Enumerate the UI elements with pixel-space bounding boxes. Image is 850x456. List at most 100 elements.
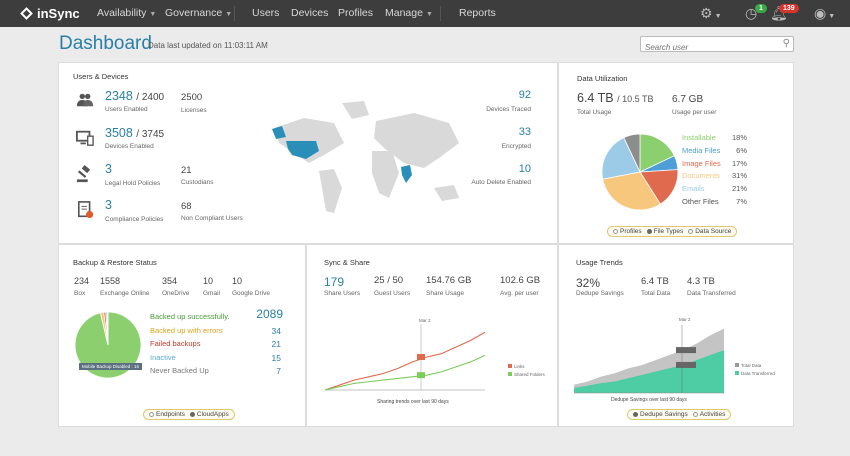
tab-endpoints-label: Endpoints: [156, 411, 185, 418]
legend-shared-folders: Shared Folders: [508, 372, 545, 377]
legend-shared-folders-label: Shared Folders: [514, 372, 545, 377]
devices-enabled-value: 3508 / 3745: [105, 126, 164, 140]
area-marker-data-transferred: [676, 361, 696, 368]
search-input[interactable]: [641, 40, 771, 55]
radio-on-icon: [633, 412, 638, 417]
brand-logo[interactable]: inSync: [20, 6, 80, 21]
nav-devices[interactable]: Devices: [291, 7, 329, 19]
nav-users[interactable]: Users: [252, 7, 280, 19]
clock-icon[interactable]: ◷: [745, 5, 758, 21]
legend-label-other-files: Other Files: [682, 197, 719, 206]
devices-icon: [76, 130, 94, 146]
backup-stat-label-google-drive: Google Drive: [232, 290, 270, 297]
legend-total-data: Total Data: [735, 363, 761, 368]
clock-badge: 1: [755, 4, 767, 13]
radio-on-icon: [189, 412, 195, 417]
encrypted-value: 33: [518, 126, 531, 138]
backup-stat-value-google-drive: 10: [232, 276, 243, 286]
top-navbar: inSync Availability ▼ Governance ▼ Users D…: [0, 0, 850, 27]
bell-badge: 139: [779, 4, 799, 13]
tab-dedupe-savings[interactable]: Dedupe Savings: [633, 411, 688, 418]
area-series-data-transferred[interactable]: [574, 350, 724, 393]
usage-per-user-value: 6.7 GB: [672, 94, 704, 105]
data-utilization-title: Data Utilization: [577, 74, 628, 83]
sync-stat-label-guest-users: Guest Users: [374, 290, 411, 297]
nav-manage-label: Manage: [385, 7, 423, 19]
backup-stat-value-gmail: 10: [203, 276, 214, 286]
brand-name: inSync: [37, 6, 80, 21]
nav-availability-label: Availability: [97, 7, 147, 19]
usage-stat-value-total-data: 6.4 TB: [641, 276, 669, 287]
tab-profiles-label: Profiles: [620, 228, 642, 235]
user-account-icon[interactable]: ◉ ▼: [814, 5, 836, 21]
users-total-count: / 2400: [136, 92, 165, 103]
tab-file-types[interactable]: File Types: [646, 228, 684, 235]
usage-stat-value-data-transferred: 4.3 TB: [687, 276, 715, 287]
pie-slice-emails[interactable]: [601, 137, 641, 180]
devices-traced-label: Devices Traced: [486, 106, 531, 113]
usage-stat-label-total-data: Total Data: [641, 290, 671, 297]
sync-marker-date: Mar 2: [419, 318, 431, 323]
tab-cloudapps[interactable]: CloudApps: [189, 411, 229, 418]
sharing-trends-line-chart: [325, 324, 486, 391]
sync-stat-label-share-usage: Share Usage: [426, 290, 464, 297]
legend-label-documents: Documents: [682, 171, 720, 181]
page-title: Dashboard: [59, 33, 152, 54]
gavel-icon: [76, 165, 91, 183]
tab-activities-label: Activities: [699, 411, 726, 418]
data-source-tabs: Profiles File Types Data Source: [607, 226, 738, 237]
radio-on-icon: [646, 229, 652, 234]
tab-activities[interactable]: Activities: [692, 411, 726, 418]
chevron-down-icon: ▼: [225, 11, 233, 18]
backup-row-value-never-backed-up: 7: [276, 366, 281, 376]
chevron-down-icon: ▼: [425, 11, 433, 18]
legend-value-image-files: 17%: [731, 158, 747, 168]
tab-data-source[interactable]: Data Source: [688, 228, 731, 235]
usage-trends-tabs: Dedupe Savings Activities: [627, 409, 732, 420]
nav-divider: [234, 6, 235, 21]
radio-off-icon: [688, 229, 694, 234]
search-box: ⚲: [640, 36, 794, 55]
line-series-links[interactable]: [325, 331, 486, 391]
users-devices-title: Users & Devices: [73, 72, 129, 81]
nav-manage[interactable]: Manage ▼: [385, 7, 433, 19]
legend-value-emails: 21%: [731, 184, 747, 194]
licenses-label: Licenses: [181, 107, 207, 114]
pie-slice-installable[interactable]: [639, 133, 675, 173]
tab-file-types-label: File Types: [653, 228, 684, 235]
world-map-icon: [272, 101, 459, 213]
pie-slice-never-backed-up[interactable]: [106, 311, 109, 346]
tab-profiles[interactable]: Profiles: [613, 228, 642, 235]
legend-label-emails: Emails: [682, 184, 705, 194]
legend-value-media-files: 6%: [736, 145, 747, 155]
usage-per-user-label: Usage per user: [672, 109, 717, 116]
pie-slice-documents[interactable]: [602, 171, 661, 211]
users-enabled-label: Users Enabled: [105, 106, 148, 113]
sync-stat-value-guest-users: 25 / 50: [374, 275, 404, 286]
non-compliant-value: 68: [181, 201, 192, 212]
legend-links-label: Links: [514, 364, 525, 369]
nav-governance-label: Governance: [165, 7, 223, 19]
backup-stat-label-exchange-online: Exchange Online: [100, 290, 150, 297]
search-icon[interactable]: ⚲: [782, 38, 790, 49]
nav-profiles[interactable]: Profiles: [338, 7, 374, 19]
backup-row-label-failed-backups: Failed backups: [150, 339, 201, 348]
pie-slice-other-files[interactable]: [623, 133, 641, 173]
brand-diamond-icon: [20, 7, 33, 20]
users-total-number: 2400: [141, 92, 165, 103]
usage-stat-label-data-transferred: Data Transferred: [687, 290, 736, 297]
backup-stat-label-gmail: Gmail: [203, 290, 220, 297]
nav-governance[interactable]: Governance ▼: [165, 7, 232, 19]
tab-endpoints[interactable]: Endpoints: [149, 411, 185, 418]
line-series-shared-folders[interactable]: [325, 354, 486, 391]
gear-icon[interactable]: ⚙ ▼: [700, 5, 722, 21]
devices-enabled-label: Devices Enabled: [105, 143, 154, 150]
auto-delete-label: Auto Delete Enabled: [471, 179, 531, 186]
backup-restore-title: Backup & Restore Status: [73, 258, 157, 267]
usage-marker-date: Mar 2: [679, 317, 691, 322]
legend-swatch: [508, 364, 512, 368]
backup-status-pie-chart: [74, 311, 142, 379]
legend-label-image-files: Image Files: [682, 158, 721, 168]
nav-reports[interactable]: Reports: [459, 7, 496, 19]
nav-availability[interactable]: Availability ▼: [97, 7, 156, 19]
